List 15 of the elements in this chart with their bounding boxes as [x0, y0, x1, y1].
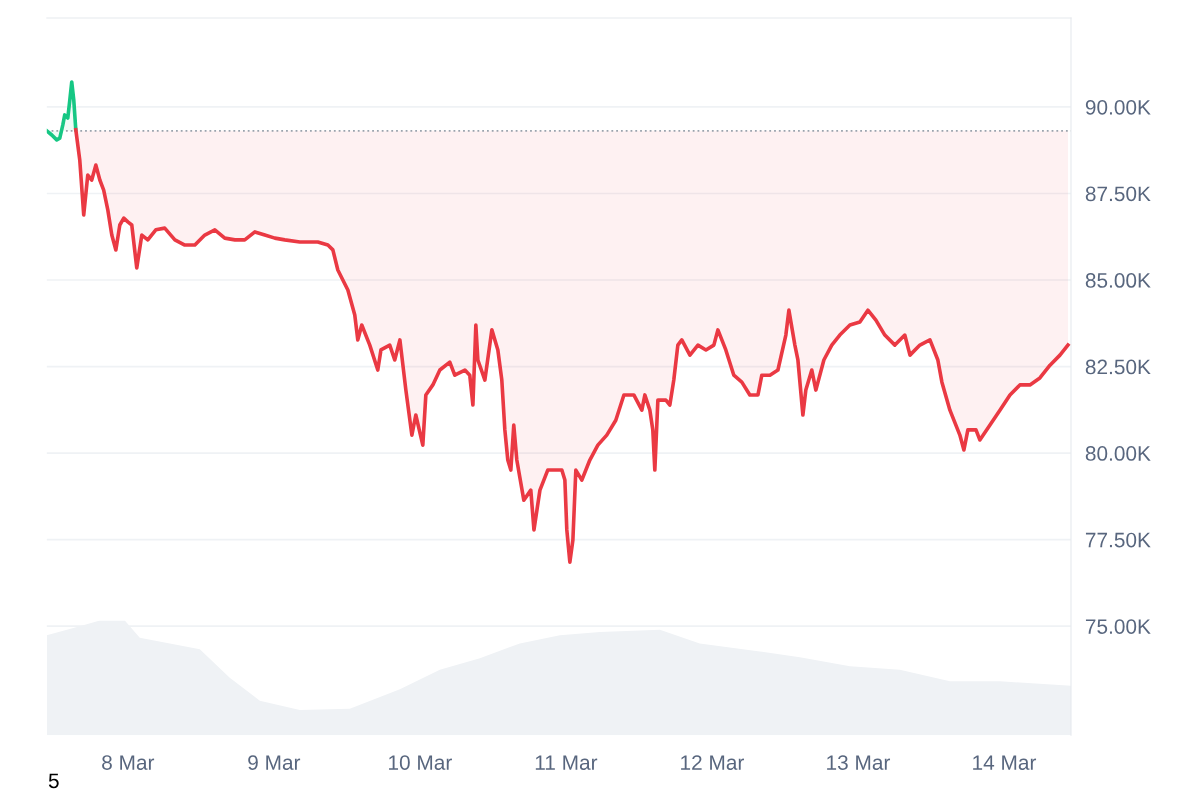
- x-tick-label: 11 Mar: [535, 755, 598, 770]
- y-tick-label: 90.00K: [1085, 99, 1151, 115]
- y-tick-label: 75.00K: [1085, 619, 1151, 634]
- x-tick-label: 10 Mar: [389, 755, 452, 770]
- y-tick-label: 82.50K: [1085, 359, 1151, 375]
- x-tick-label: 9 Mar: [248, 755, 301, 770]
- y-tick-label: 80.00K: [1085, 446, 1151, 461]
- y-tick-label: 87.50K: [1085, 186, 1151, 202]
- x-tick-label: 14 Mar: [973, 755, 1037, 770]
- x-tick-label: 13 Mar: [827, 755, 891, 770]
- text: 5: [48, 773, 59, 789]
- x-tick-label: 12 Mar: [681, 755, 744, 770]
- y-tick-label: 85.00K: [1085, 273, 1151, 288]
- x-tick-label: 8 Mar: [102, 755, 155, 770]
- y-tick-label: 77.50K: [1085, 532, 1151, 548]
